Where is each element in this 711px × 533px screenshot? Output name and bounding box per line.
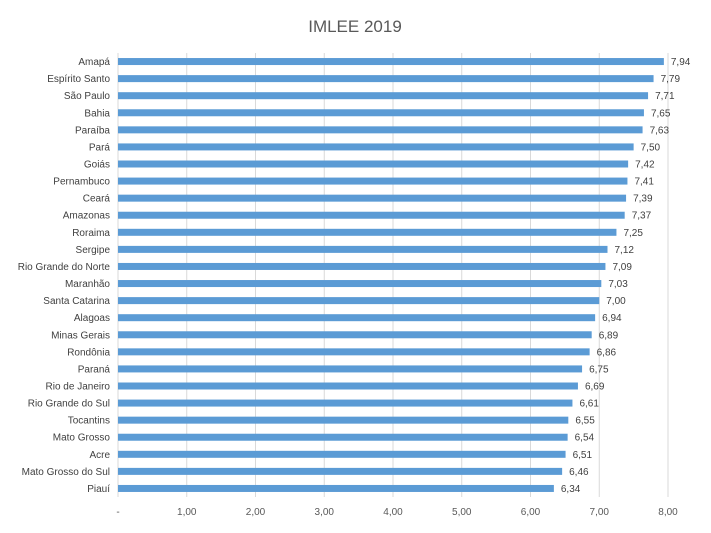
bar <box>118 75 654 83</box>
x-tick-label: 7,00 <box>590 507 610 518</box>
bar <box>118 314 596 322</box>
bar <box>118 126 643 134</box>
data-label: 6,94 <box>602 313 622 324</box>
bar <box>118 262 606 270</box>
category-label: Alagoas <box>74 313 110 324</box>
category-label: Amazonas <box>63 211 110 222</box>
x-tick-label: 4,00 <box>383 507 403 518</box>
data-label: 7,39 <box>633 194 653 205</box>
data-label: 7,50 <box>641 142 661 153</box>
bar <box>118 92 649 100</box>
bar <box>118 109 644 117</box>
data-label: 7,42 <box>635 160 655 171</box>
bar <box>118 58 664 66</box>
bar <box>118 399 573 407</box>
data-label: 6,55 <box>575 416 595 427</box>
category-label: Acre <box>89 450 110 461</box>
gridlines <box>117 53 669 497</box>
bar <box>118 297 600 305</box>
bar <box>118 160 629 168</box>
data-label: 7,63 <box>650 125 670 136</box>
bar <box>118 433 568 441</box>
data-label: 6,69 <box>585 382 605 393</box>
bar <box>118 194 627 202</box>
category-label: Rio Grande do Norte <box>18 262 111 273</box>
bar <box>118 211 625 219</box>
category-label: Tocantins <box>68 416 110 427</box>
bar <box>118 331 592 339</box>
data-label: 7,71 <box>655 91 675 102</box>
data-label: 6,34 <box>561 484 581 495</box>
category-label: Paraná <box>78 364 111 375</box>
data-label: 7,79 <box>661 74 681 85</box>
category-label: Santa Catarina <box>43 296 110 307</box>
data-label: 7,37 <box>632 211 652 222</box>
data-label: 7,00 <box>606 296 626 307</box>
data-label: 7,03 <box>608 279 628 290</box>
bar <box>118 245 608 253</box>
bar <box>118 450 566 458</box>
category-label: Rondônia <box>67 347 110 358</box>
x-tick-label: - <box>116 507 119 518</box>
category-label: Espírito Santo <box>47 74 110 85</box>
category-label: Roraima <box>72 228 110 239</box>
data-label: 6,54 <box>575 433 595 444</box>
x-axis-ticks: - 1,00 2,00 3,00 4,00 5,00 6,00 7,00 8,00 <box>116 507 678 518</box>
bar <box>118 416 569 424</box>
category-label: Maranhão <box>65 279 110 290</box>
category-label: Ceará <box>83 194 111 205</box>
x-tick-label: 8,00 <box>658 507 678 518</box>
data-label: 6,75 <box>589 364 609 375</box>
bar <box>118 365 583 373</box>
category-label: Rio Grande do Sul <box>28 399 110 410</box>
category-label: Rio de Janeiro <box>46 382 111 393</box>
category-label: Amapá <box>78 57 110 68</box>
data-label: 6,89 <box>599 330 619 341</box>
data-label: 6,61 <box>579 399 599 410</box>
bar <box>118 467 563 475</box>
bar <box>118 348 590 356</box>
bar <box>118 177 628 185</box>
x-tick-label: 6,00 <box>521 507 541 518</box>
data-label: 7,41 <box>634 177 654 188</box>
category-label: Pernambuco <box>53 177 110 188</box>
data-label: 7,65 <box>651 108 671 119</box>
data-label: 7,94 <box>671 57 691 68</box>
labels: Amapá 7,94 Espírito Santo 7,79 São Paulo 7,71… <box>18 57 691 495</box>
bar <box>118 280 602 288</box>
category-label: Mato Grosso <box>53 433 111 444</box>
category-label: Minas Gerais <box>51 330 110 341</box>
category-label: São Paulo <box>64 91 111 102</box>
data-label: 7,09 <box>612 262 632 273</box>
x-tick-label: 2,00 <box>246 507 266 518</box>
category-label: Sergipe <box>76 245 111 256</box>
bar <box>118 228 617 236</box>
bar <box>118 484 554 492</box>
data-label: 7,12 <box>615 245 635 256</box>
bars <box>118 58 664 492</box>
category-label: Bahia <box>84 108 110 119</box>
data-label: 6,86 <box>597 347 617 358</box>
x-tick-label: 1,00 <box>177 507 197 518</box>
category-label: Piauí <box>87 484 110 495</box>
data-label: 6,46 <box>569 467 589 478</box>
data-label: 7,25 <box>623 228 643 239</box>
category-label: Mato Grosso do Sul <box>22 467 110 478</box>
category-label: Goiás <box>84 160 110 171</box>
data-label: 6,51 <box>573 450 593 461</box>
x-tick-label: 5,00 <box>452 507 472 518</box>
bar <box>118 143 634 151</box>
category-label: Paraíba <box>75 125 110 136</box>
x-tick-label: 3,00 <box>315 507 335 518</box>
category-label: Pará <box>89 142 111 153</box>
chart-title: IMLEE 2019 <box>308 17 402 36</box>
bar <box>118 382 578 390</box>
